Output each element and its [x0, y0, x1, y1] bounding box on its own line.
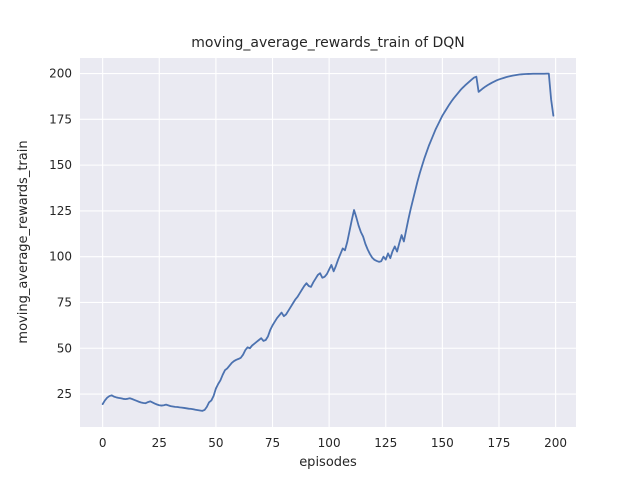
plot-area: [80, 58, 576, 427]
dqn-series-line: [101, 72, 555, 412]
gridlines: [80, 58, 576, 427]
y-tick-label: 150: [49, 158, 72, 172]
x-axis-label: episodes: [299, 455, 357, 470]
x-tick-label: 150: [431, 436, 454, 450]
y-tick-label: 175: [49, 112, 72, 126]
x-tick-label: 50: [208, 436, 223, 450]
x-tick-label: 75: [265, 436, 280, 450]
y-tick-label: 100: [49, 250, 72, 264]
y-tick-label: 50: [57, 341, 72, 355]
x-tick-label: 25: [152, 436, 167, 450]
x-tick-label: 200: [544, 436, 567, 450]
chart-title: moving_average_rewards_train of DQN: [191, 35, 465, 51]
y-tick-label: 125: [49, 204, 72, 218]
x-tick-label: 100: [318, 436, 341, 450]
y-tick-label: 200: [49, 67, 72, 81]
x-tick-label: 125: [374, 436, 397, 450]
y-tick-labels: 25 50 75 100 125 150 175 200: [49, 67, 72, 401]
x-tick-label: 175: [488, 436, 511, 450]
y-tick-label: 25: [57, 387, 72, 401]
y-tick-label: 75: [57, 295, 72, 309]
x-tick-label: 0: [99, 436, 107, 450]
x-tick-labels: 0 25 50 75 100 125 150 175 200: [99, 436, 567, 450]
y-axis-label: moving_average_rewards_train: [16, 140, 31, 343]
